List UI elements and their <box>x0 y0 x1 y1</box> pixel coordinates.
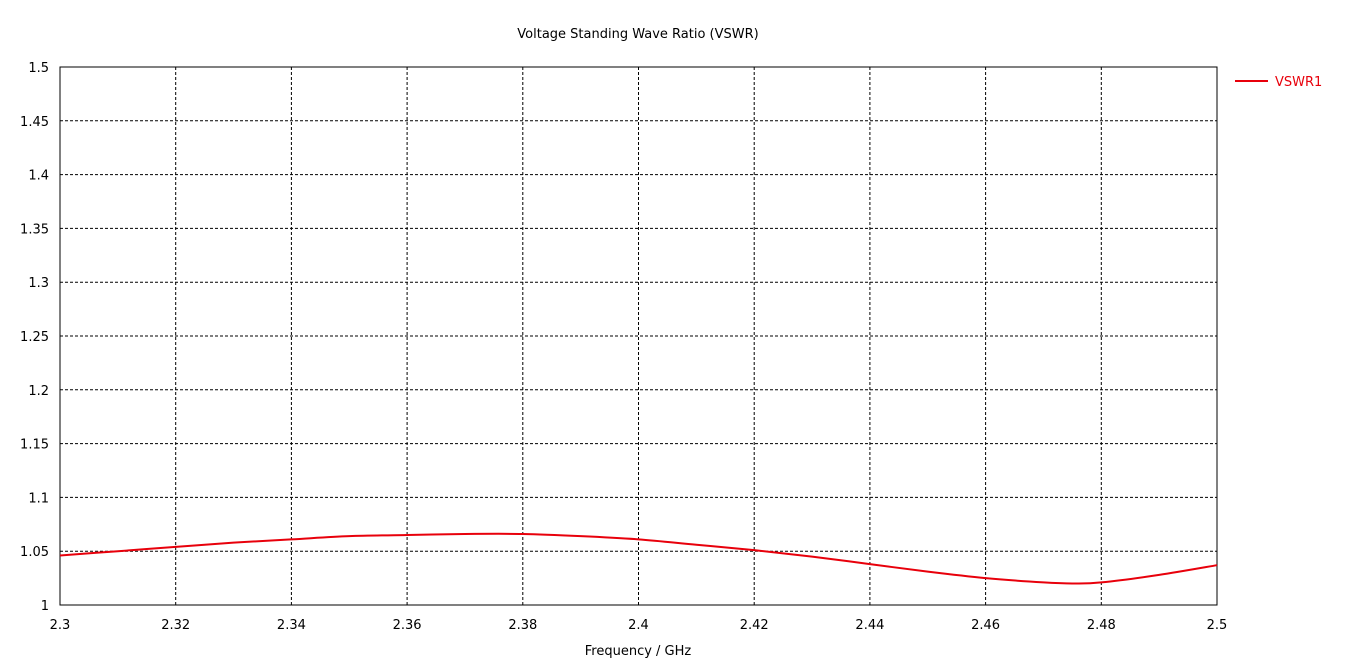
x-tick-label: 2.44 <box>855 618 884 633</box>
x-tick-label: 2.48 <box>1087 618 1116 633</box>
grid <box>60 67 1217 605</box>
x-tick-label: 2.38 <box>508 618 537 633</box>
plot-frame <box>59 66 1218 606</box>
y-tick-label: 1.35 <box>20 222 49 237</box>
x-tick-label: 2.4 <box>628 618 649 633</box>
y-tick-label: 1.1 <box>28 491 49 506</box>
y-tick-label: 1 <box>41 599 49 614</box>
x-tick-label: 2.46 <box>971 618 1000 633</box>
y-tick-label: 1.5 <box>28 61 49 76</box>
series-line-vswr1 <box>59 532 1218 585</box>
x-tick-label: 2.3 <box>50 618 71 633</box>
legend-label-vswr1: VSWR1 <box>1275 75 1322 90</box>
y-axis-ticks: 1 1.05 1.1 1.15 1.2 1.25 1.3 1.35 1.4 1.45 1.5 <box>20 61 49 614</box>
legend[interactable]: VSWR1 <box>1235 75 1322 90</box>
y-tick-label: 1.15 <box>20 438 49 453</box>
y-tick-label: 1.4 <box>28 169 49 184</box>
x-tick-label: 2.5 <box>1207 618 1228 633</box>
y-tick-label: 1.05 <box>20 545 49 560</box>
x-tick-label: 2.36 <box>393 618 422 633</box>
y-tick-label: 1.3 <box>28 276 49 291</box>
series-layer <box>59 532 1218 585</box>
x-tick-label: 2.32 <box>161 618 190 633</box>
chart-title: Voltage Standing Wave Ratio (VSWR) <box>517 27 758 42</box>
x-axis-label: Frequency / GHz <box>585 644 692 659</box>
y-tick-label: 1.25 <box>20 330 49 345</box>
x-tick-label: 2.34 <box>277 618 306 633</box>
y-tick-label: 1.2 <box>28 384 49 399</box>
x-axis-ticks: 2.3 2.32 2.34 2.36 2.38 2.4 2.42 2.44 2.46 2.48 2.… <box>50 618 1228 633</box>
x-tick-label: 2.42 <box>740 618 769 633</box>
y-tick-label: 1.45 <box>20 115 49 130</box>
